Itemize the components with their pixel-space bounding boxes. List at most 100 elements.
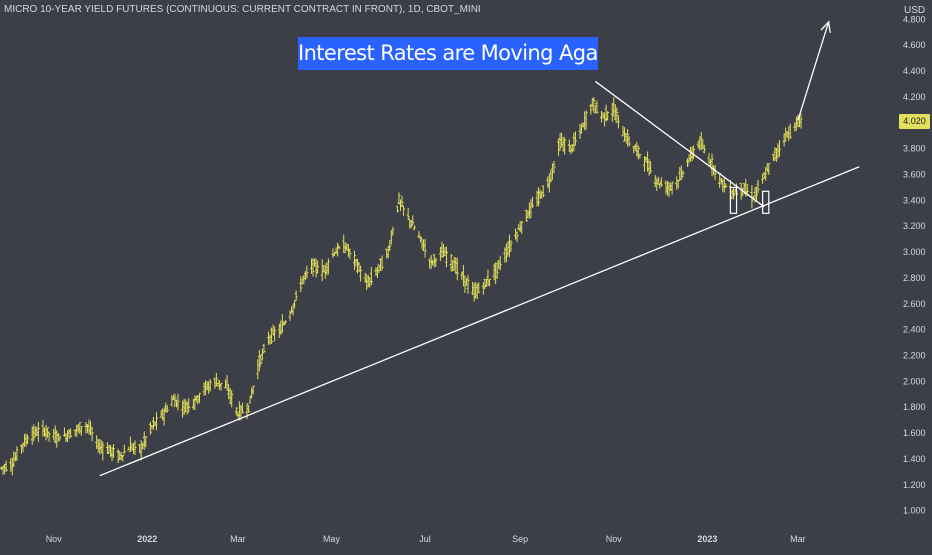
ohlc-bar xyxy=(589,104,593,115)
time-axis: Nov 2022 Mar May Jul Sep Nov 2023 Mar xyxy=(46,534,806,544)
ohlc-bar xyxy=(400,195,404,208)
ohlc-bar xyxy=(455,257,459,281)
ohlc-bar xyxy=(402,205,406,216)
ohlc-bar xyxy=(670,181,674,195)
ohlc-bar xyxy=(282,321,286,326)
ohlc-bar xyxy=(369,266,373,286)
ohlc-bar xyxy=(15,446,19,461)
ohlc-bar xyxy=(636,145,640,160)
ohlc-bar xyxy=(283,320,287,325)
falling-line-line xyxy=(594,80,765,208)
ohlc-bar xyxy=(653,175,657,188)
ohlc-bar xyxy=(247,404,251,413)
ohlc-bar xyxy=(155,412,159,431)
last-price-tag: 4.020 xyxy=(899,114,930,129)
ohlc-bar xyxy=(434,257,438,267)
ohlc-bar xyxy=(488,278,491,287)
ohlc-bar xyxy=(702,144,706,154)
projection-arrow xyxy=(797,21,830,121)
ohlc-bar xyxy=(530,196,534,208)
ohlc-bar xyxy=(32,424,36,442)
ohlc-bar xyxy=(333,252,337,256)
ohlc-bar xyxy=(595,100,599,114)
rising-support-line xyxy=(99,166,860,477)
y-tick-label: 1.000 xyxy=(903,506,926,516)
x-tick-label: May xyxy=(323,534,341,544)
ohlc-bar xyxy=(311,258,315,277)
y-tick-label: 1.200 xyxy=(903,480,926,490)
ohlc-bar xyxy=(208,379,212,392)
ohlc-bar xyxy=(240,402,244,414)
annotations xyxy=(99,20,860,477)
ohlc-bar xyxy=(397,192,401,205)
ohlc-bar xyxy=(214,373,218,387)
y-tick-label: 1.800 xyxy=(903,402,926,412)
ohlc-bar xyxy=(509,240,513,252)
ohlc-bar xyxy=(477,282,481,294)
ohlc-bar xyxy=(380,255,384,270)
ohlc-bar xyxy=(262,343,266,353)
ohlc-bar xyxy=(418,236,422,243)
ohlc-bar xyxy=(558,132,562,151)
ohlc-bar xyxy=(144,436,148,448)
ohlc-bar xyxy=(391,226,395,235)
y-tick-label: 4.600 xyxy=(903,40,926,50)
ohlc-bar xyxy=(750,185,754,209)
ohlc-bar xyxy=(724,183,728,188)
y-tick-label: 1.600 xyxy=(903,428,926,438)
ohlc-bar xyxy=(395,205,399,213)
ohlc-bar xyxy=(799,113,803,129)
x-tick-label: 2023 xyxy=(697,534,717,544)
ohlc-bar xyxy=(121,455,125,462)
ohlc-bar xyxy=(778,139,782,157)
x-tick-label: 2022 xyxy=(137,534,157,544)
ohlc-bar xyxy=(563,137,567,155)
ohlc-bar xyxy=(379,258,383,271)
ohlc-bar xyxy=(412,225,416,231)
ohlc-bar xyxy=(761,173,765,184)
x-tick-label: Nov xyxy=(606,534,623,544)
ohlc-bar xyxy=(710,153,714,177)
y-tick-label: 3.400 xyxy=(903,195,926,205)
ohlc-bar xyxy=(615,107,619,124)
ohlc-bar xyxy=(36,421,40,443)
ohlc-bar xyxy=(69,428,73,438)
ohlc-bar xyxy=(647,158,651,176)
ohlc-bar xyxy=(187,398,191,413)
ohlc-bar xyxy=(755,186,758,201)
ohlc-bar xyxy=(348,248,352,260)
ohlc-bar xyxy=(294,290,298,301)
low-marker-1-box xyxy=(729,186,738,214)
ohlc-bar xyxy=(756,179,760,194)
y-tick-label: 3.600 xyxy=(903,170,926,180)
chart-title-banner: Interest Rates are Moving Again xyxy=(298,37,598,70)
ohlc-bar xyxy=(692,145,696,160)
ohlc-bar xyxy=(592,97,596,113)
ohlc-bar xyxy=(466,274,470,294)
ohlc-bar xyxy=(549,169,553,183)
x-tick-label: Mar xyxy=(230,534,246,544)
y-tick-label: 3.800 xyxy=(903,144,926,154)
ohlc-bar xyxy=(788,123,792,139)
ohlc-bar xyxy=(656,176,660,185)
ohlc-bar xyxy=(537,187,541,207)
price-unit-label: USD xyxy=(904,5,926,16)
ohlc-bar xyxy=(165,404,169,413)
ohlc-bar xyxy=(79,426,83,436)
ohlc-bar xyxy=(520,220,524,235)
ohlc-bar xyxy=(504,243,508,263)
ohlc-bar xyxy=(58,436,62,441)
ohlc-bar xyxy=(90,426,94,442)
ohlc-bar xyxy=(584,110,588,130)
ohlc-bar xyxy=(359,265,363,282)
ohlc-bar xyxy=(524,209,528,222)
ohlc-bar xyxy=(600,110,604,123)
y-tick-label: 2.000 xyxy=(903,376,926,386)
ohlc-bar xyxy=(257,349,261,372)
ohlc-bar xyxy=(47,431,51,442)
ohlc-bar xyxy=(270,327,274,344)
ohlc-bar xyxy=(56,432,60,442)
ohlc-bar xyxy=(572,132,576,152)
